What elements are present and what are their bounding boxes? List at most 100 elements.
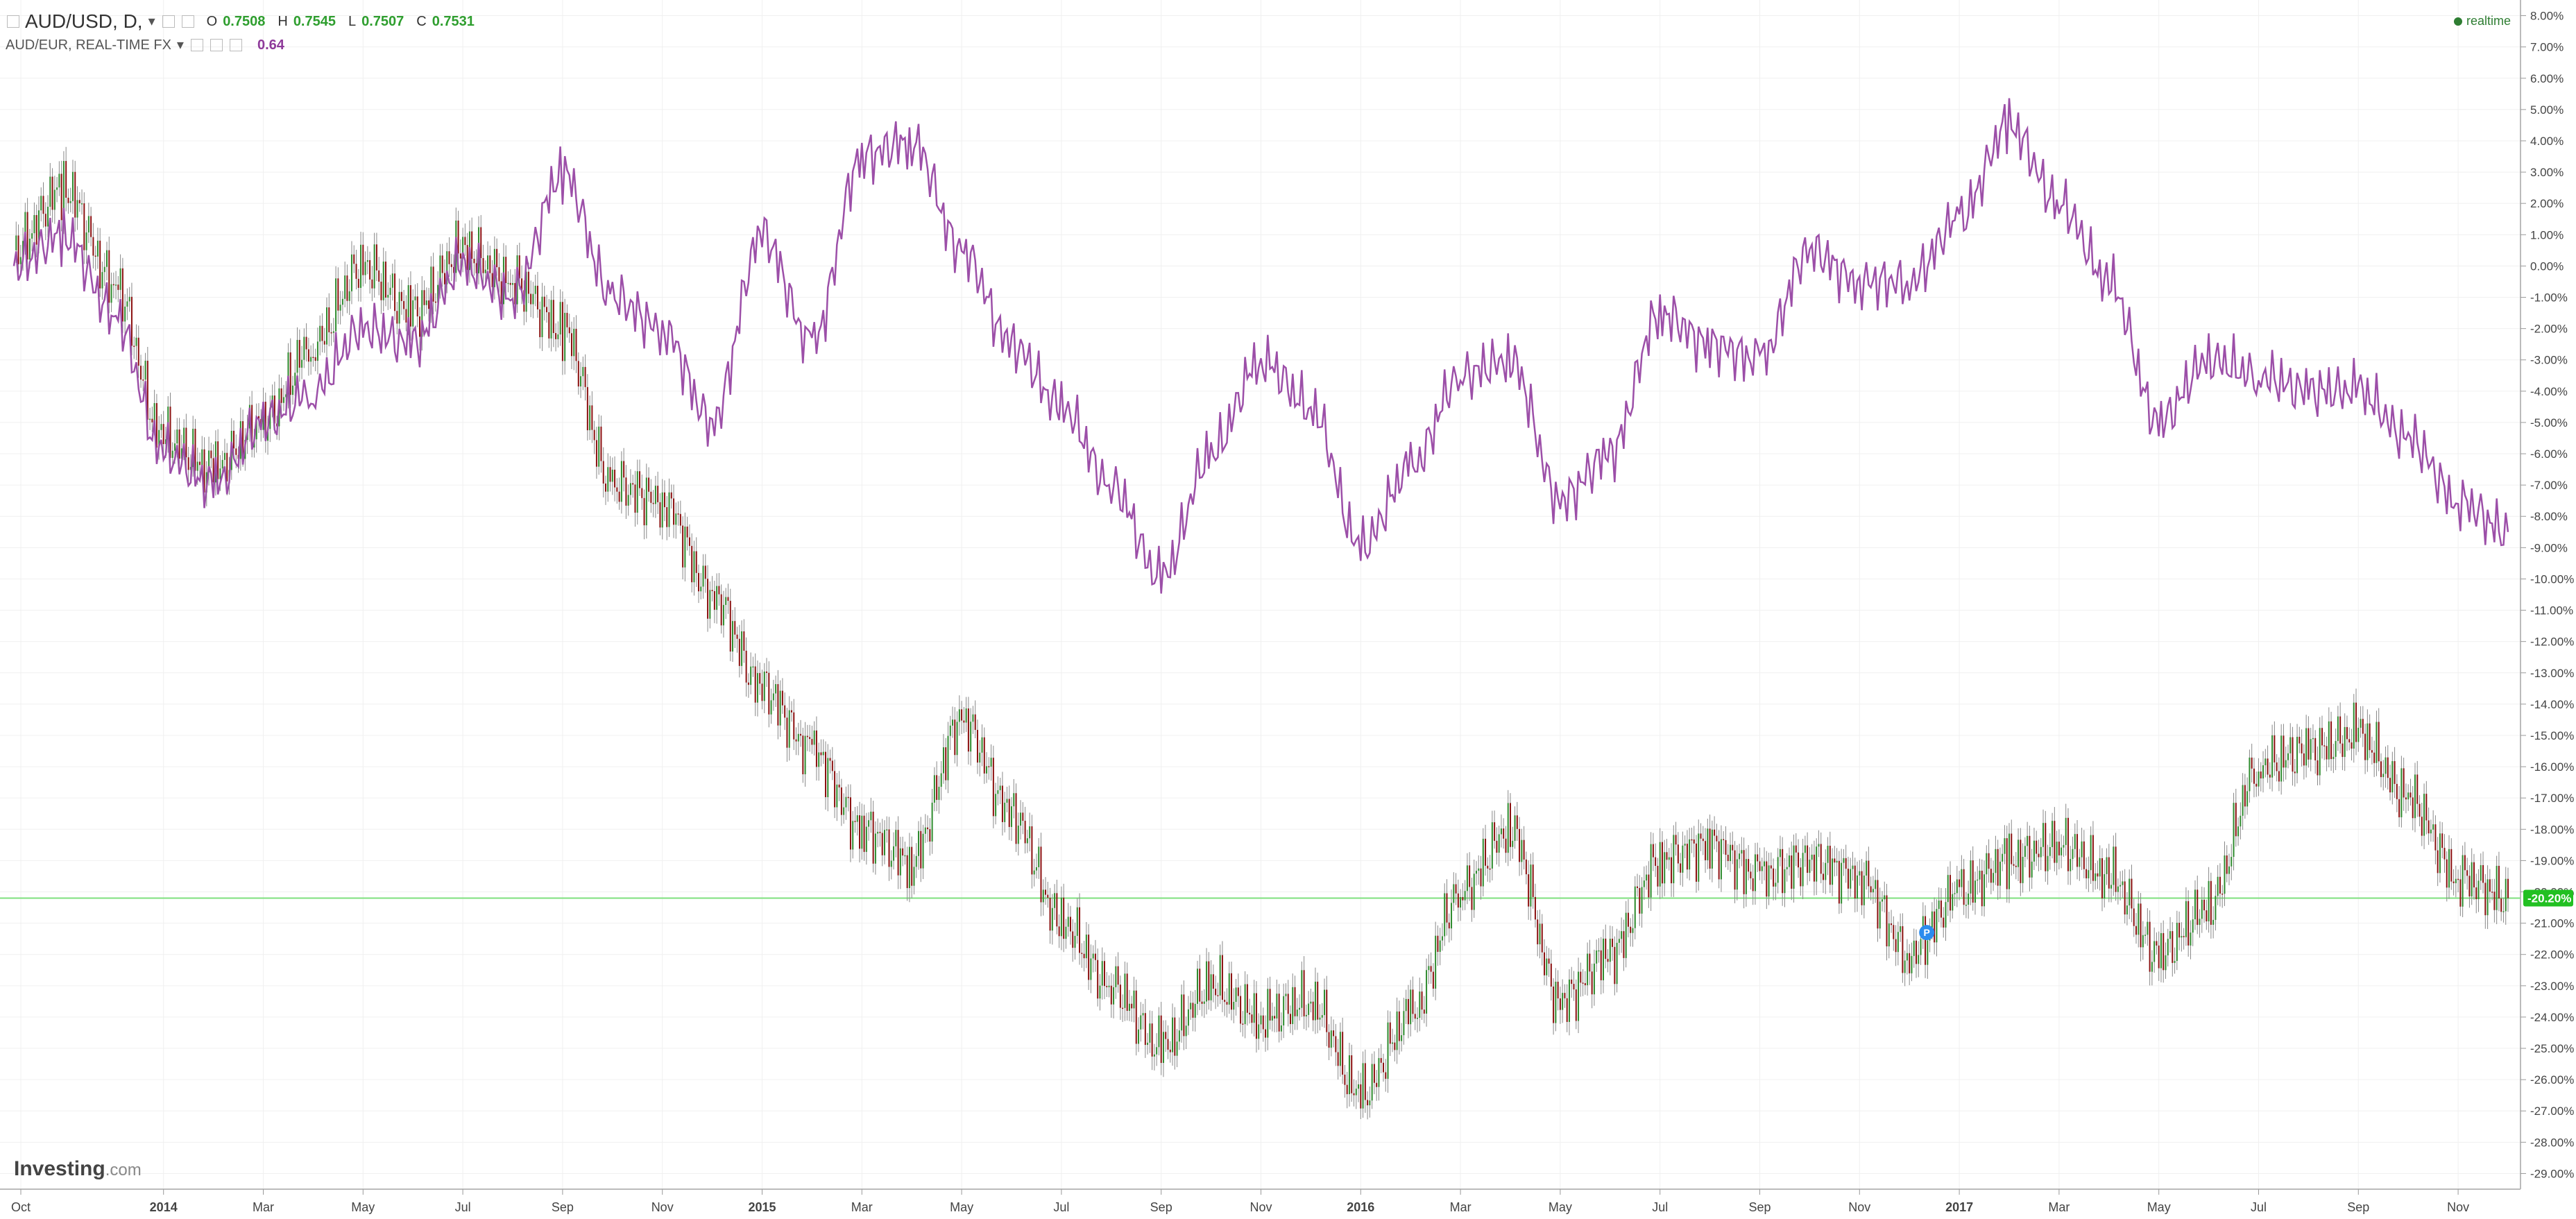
candle-body: [2357, 727, 2360, 742]
candle-body: [432, 266, 434, 302]
candle-body: [362, 244, 364, 275]
candle-body: [2249, 757, 2251, 792]
visibility-icon[interactable]: [190, 39, 203, 51]
y-tick-label: -28.00%: [2530, 1136, 2574, 1149]
candle-body: [1866, 860, 1868, 876]
time-axis[interactable]: Oct 2014 Mar May Jul Sep Nov 2015 Mar May Jul Sep No…: [11, 1189, 2469, 1214]
current-value-badge-bg: [2523, 889, 2573, 907]
close-icon[interactable]: [181, 15, 194, 28]
settings-icon[interactable]: [210, 39, 223, 51]
candle-body: [1891, 923, 1893, 926]
candle-body: [1537, 919, 1539, 945]
candle-body: [2496, 865, 2498, 910]
candle-body: [1006, 799, 1008, 803]
legend-compare-row[interactable]: AUD/EUR, REAL-TIME FX ▾ 0.64: [6, 33, 475, 57]
candle-body: [487, 255, 489, 270]
candle-body: [1852, 865, 1854, 869]
candle-body: [1723, 839, 1725, 840]
candle-body: [1235, 987, 1237, 1003]
candle-body: [412, 300, 414, 327]
candle-body: [1589, 953, 1591, 972]
candle-body: [169, 407, 171, 459]
candle-body: [2423, 794, 2425, 836]
candle-body: [1984, 874, 1986, 907]
candle-body: [2260, 772, 2262, 778]
candle-body: [1485, 838, 1487, 866]
candle-body: [1587, 953, 1589, 986]
event-marker-icon[interactable]: [1919, 925, 1935, 941]
candle-body: [1632, 928, 1634, 933]
close-icon[interactable]: [229, 39, 242, 51]
candle-body: [1730, 844, 1732, 862]
legend-compare-symbol[interactable]: AUD/EUR, REAL-TIME FX: [6, 37, 171, 53]
candle-body: [2142, 935, 2144, 948]
y-tick-label: -7.00%: [2530, 479, 2568, 492]
candle-body: [1548, 958, 1550, 964]
candle-body: [1480, 868, 1482, 887]
candle-body: [1925, 916, 1927, 965]
candle-body: [2409, 792, 2412, 798]
candle-body: [940, 773, 942, 787]
candle-body: [56, 187, 58, 190]
candle-body: [2382, 774, 2385, 778]
candle-body: [2434, 824, 2437, 851]
candle-body: [312, 357, 314, 359]
candle-body: [1659, 842, 1661, 887]
y-tick-label: 1.00%: [2530, 228, 2564, 241]
collapse-icon[interactable]: [7, 15, 19, 28]
candle-body: [294, 373, 296, 386]
candle-body: [793, 712, 795, 740]
legend-primary-row[interactable]: AUD/USD, D, ▾ O 0.7508 H 0.7545 L 0.7507…: [6, 10, 475, 33]
candle-body: [1319, 1017, 1321, 1020]
candle-body: [573, 328, 575, 357]
candle-body: [1119, 984, 1121, 1008]
candle-body: [709, 590, 711, 619]
candle-body: [1271, 1016, 1273, 1021]
candle-body: [1011, 806, 1012, 827]
candle-body: [2351, 742, 2353, 749]
candle-body: [1618, 939, 1620, 943]
event-marker[interactable]: P: [1919, 925, 1935, 941]
candle-body: [856, 815, 858, 822]
candle-body: [2208, 880, 2210, 921]
candle-body: [2085, 869, 2088, 878]
candle-body: [639, 471, 641, 488]
candle-body: [357, 278, 359, 288]
candle-body: [382, 262, 384, 300]
candle-body: [146, 360, 148, 420]
candle-body: [1215, 989, 1217, 996]
candle-body: [1823, 873, 1825, 880]
candle-body: [1108, 985, 1110, 987]
candle-body: [391, 273, 393, 288]
candle-body: [1367, 1100, 1369, 1106]
candle-body: [1432, 971, 1434, 989]
candle-body: [1643, 880, 1645, 887]
candle-body: [466, 245, 468, 271]
candle-body: [1088, 935, 1090, 980]
x-tick-label: 2014: [150, 1200, 178, 1214]
candle-body: [1559, 998, 1561, 1010]
legend-primary-symbol[interactable]: AUD/USD, D,: [25, 10, 143, 32]
chevron-down-icon[interactable]: ▾: [148, 14, 155, 29]
candle-body: [897, 830, 899, 876]
candle-body: [1777, 857, 1779, 883]
candle-body: [1770, 865, 1772, 869]
candle-body: [1940, 900, 1942, 918]
candle-body: [326, 307, 328, 345]
candle-body: [430, 266, 432, 309]
candle-body: [1582, 982, 1584, 984]
candle-body: [2298, 737, 2301, 744]
y-tick-label: 6.00%: [2530, 72, 2564, 85]
candle-body: [475, 263, 477, 273]
candle-body: [512, 283, 513, 285]
candle-body: [2405, 797, 2407, 800]
candle-body: [949, 725, 951, 736]
candle-body: [183, 427, 185, 449]
candle-body: [2061, 847, 2063, 855]
chevron-down-icon[interactable]: ▾: [176, 37, 184, 53]
settings-icon[interactable]: [162, 15, 175, 28]
candle-body: [2366, 723, 2369, 760]
candle-body: [1503, 828, 1505, 839]
